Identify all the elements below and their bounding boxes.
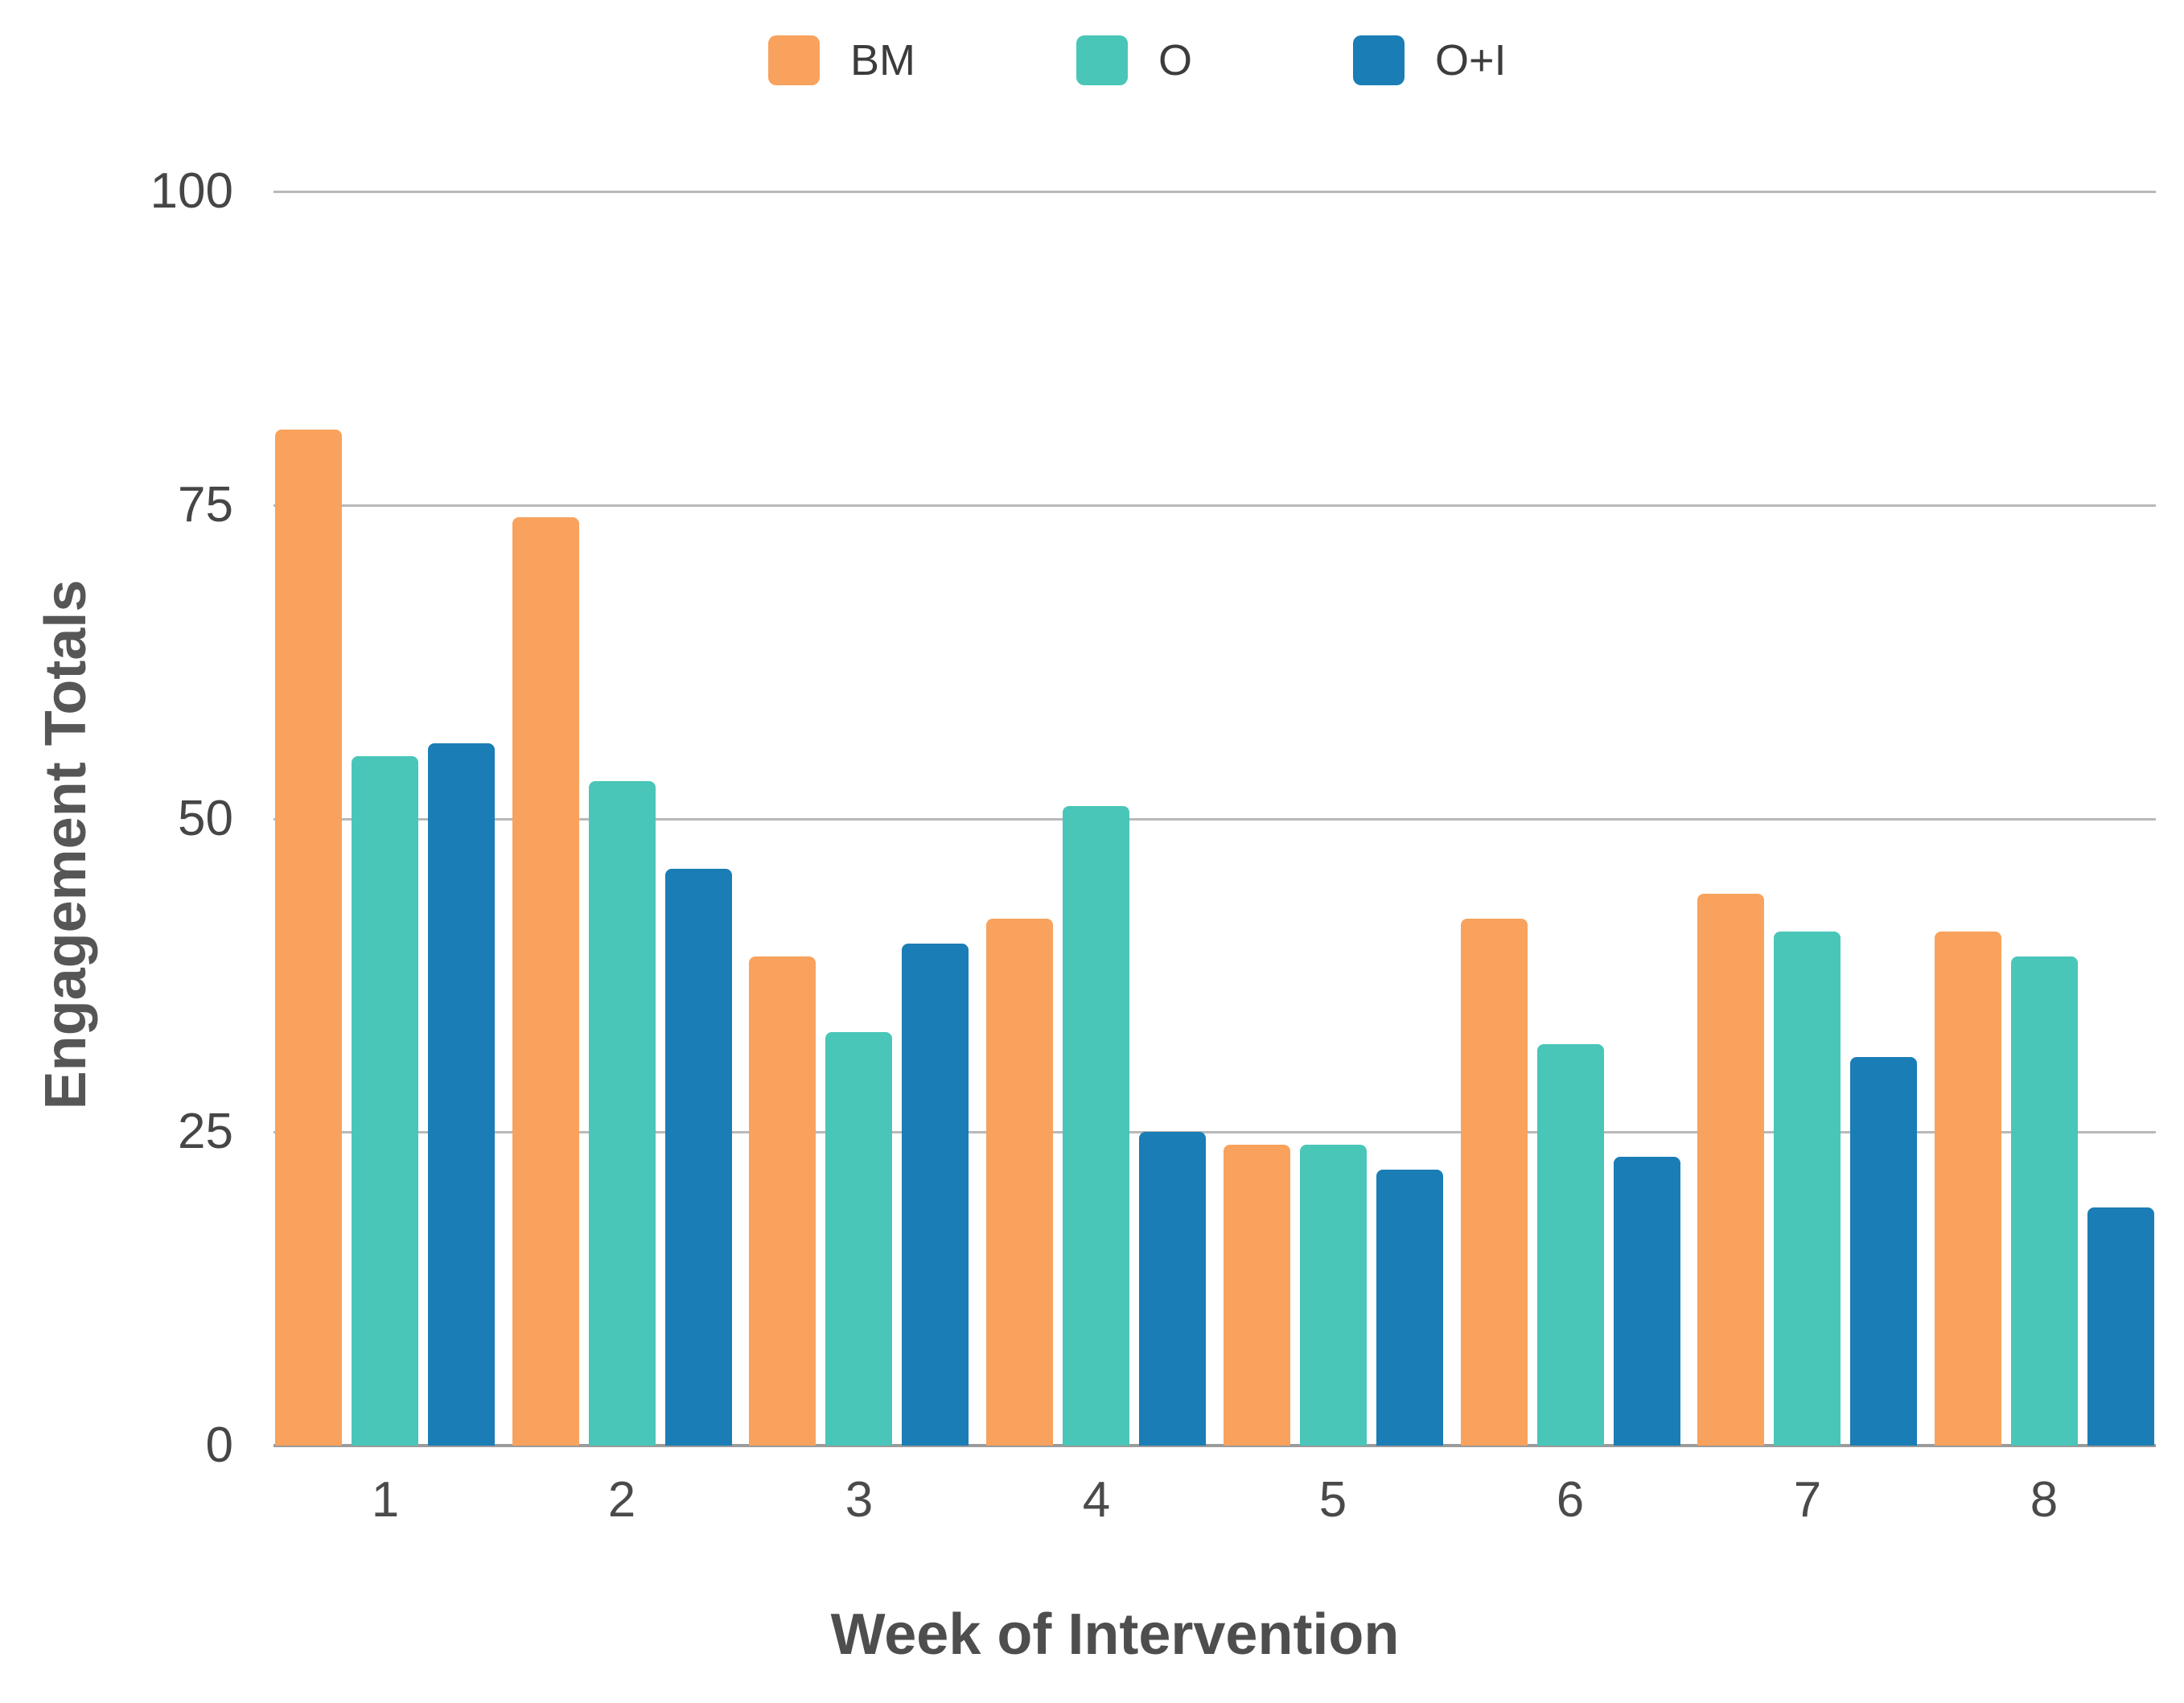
x-axis-title: Week of Intervention bbox=[830, 1602, 1400, 1667]
x-tick-label-2: 2 bbox=[607, 1472, 636, 1528]
y-tick-label-50: 50 bbox=[178, 791, 233, 846]
bar-bm-week-8 bbox=[1935, 932, 2001, 1446]
gridline-100 bbox=[274, 191, 2156, 193]
bar-o-week-6 bbox=[1537, 1044, 1604, 1446]
bar-o-week-2 bbox=[589, 781, 656, 1446]
legend-item-o-plus-i: O+I bbox=[1353, 35, 1507, 85]
gridline-25 bbox=[274, 1131, 2156, 1133]
bar-bm-week-6 bbox=[1461, 919, 1528, 1446]
plot-area: 0 25 50 75 100 1 2 3 4 5 6 7 8 bbox=[150, 163, 2156, 1528]
bar-o-week-8 bbox=[2011, 956, 2078, 1446]
bar-oplusi-week-5 bbox=[1376, 1170, 1443, 1446]
legend-swatch-o-icon bbox=[1076, 35, 1128, 85]
x-tick-label-7: 7 bbox=[1793, 1472, 1822, 1528]
x-tick-label-4: 4 bbox=[1082, 1472, 1111, 1528]
bar-o-week-1 bbox=[352, 756, 418, 1446]
bar-o-week-7 bbox=[1774, 932, 1841, 1446]
legend-swatch-bm-icon bbox=[768, 35, 820, 85]
bar-bm-week-5 bbox=[1224, 1145, 1290, 1446]
x-tick-label-6: 6 bbox=[1556, 1472, 1585, 1528]
gridline-0 bbox=[274, 1444, 2156, 1447]
legend-label-o-plus-i: O+I bbox=[1435, 36, 1507, 84]
x-tick-label-5: 5 bbox=[1318, 1472, 1347, 1528]
legend-item-bm: BM bbox=[768, 35, 915, 85]
bar-oplusi-week-7 bbox=[1850, 1057, 1917, 1446]
gridline-50 bbox=[274, 818, 2156, 821]
bar-o-week-3 bbox=[825, 1032, 892, 1446]
y-tick-label-100: 100 bbox=[150, 163, 233, 219]
bar-bm-week-3 bbox=[749, 956, 816, 1446]
bar-bm-week-1 bbox=[275, 430, 342, 1446]
y-tick-label-75: 75 bbox=[178, 477, 233, 533]
x-tick-label-8: 8 bbox=[2030, 1472, 2059, 1528]
legend-item-o: O bbox=[1076, 35, 1192, 85]
bar-oplusi-week-6 bbox=[1614, 1157, 1680, 1446]
bar-oplusi-week-3 bbox=[902, 944, 969, 1446]
legend-swatch-o-plus-i-icon bbox=[1353, 35, 1405, 85]
bar-oplusi-week-2 bbox=[665, 869, 732, 1446]
bar-bm-week-7 bbox=[1697, 894, 1764, 1446]
gridline-75 bbox=[274, 504, 2156, 507]
bar-oplusi-week-4 bbox=[1139, 1132, 1206, 1446]
bar-oplusi-week-1 bbox=[428, 743, 495, 1446]
y-tick-label-25: 25 bbox=[178, 1104, 233, 1159]
x-tick-label-3: 3 bbox=[845, 1472, 874, 1528]
x-tick-label-1: 1 bbox=[371, 1472, 400, 1528]
y-tick-label-0: 0 bbox=[205, 1417, 233, 1473]
bar-bm-week-2 bbox=[512, 517, 579, 1446]
bar-bm-week-4 bbox=[986, 919, 1053, 1446]
legend-label-o: O bbox=[1158, 36, 1193, 84]
chart-legend: BM O O+I bbox=[768, 35, 1507, 85]
bar-o-week-4 bbox=[1063, 806, 1129, 1446]
legend-label-bm: BM bbox=[850, 36, 915, 84]
bar-oplusi-week-8 bbox=[2087, 1207, 2154, 1446]
bar-o-week-5 bbox=[1300, 1145, 1367, 1446]
